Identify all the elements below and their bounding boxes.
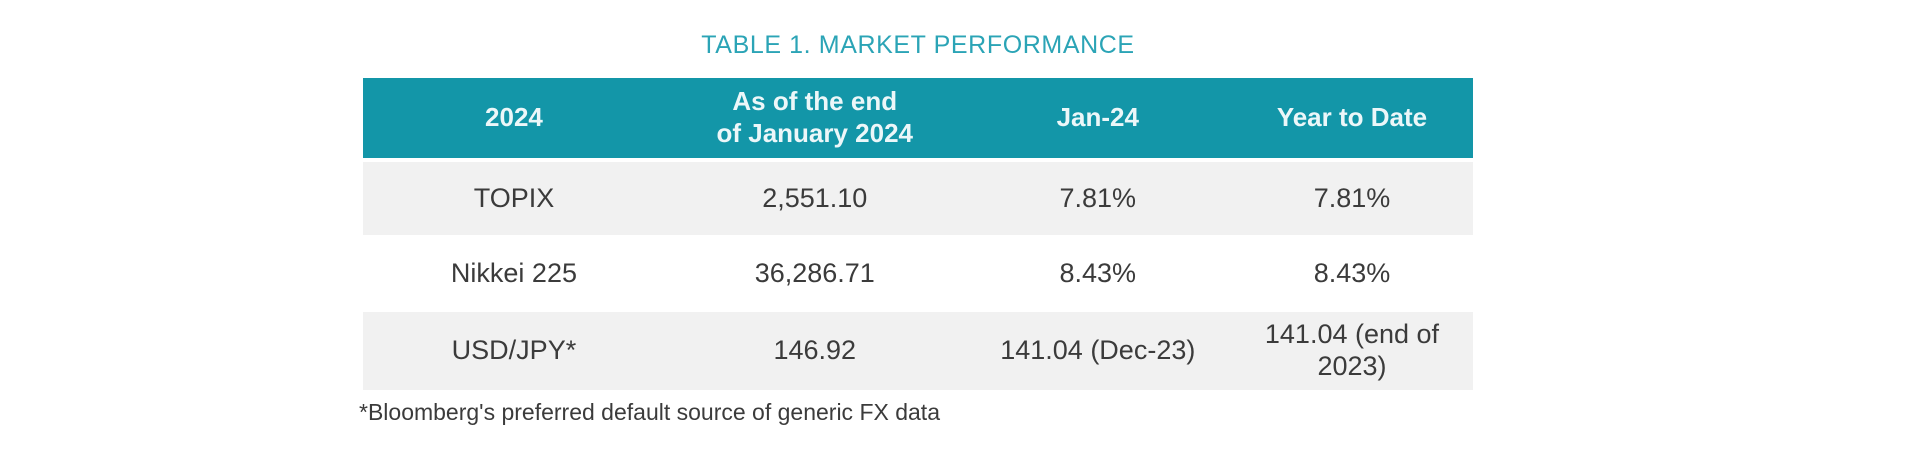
table-cell: 141.04 (Dec-23) [1000,335,1196,366]
table-cell: 7.81% [1059,182,1137,213]
row-label: USD/JPY* [451,335,577,366]
table-title: TABLE 1. MARKET PERFORMANCE [701,31,1135,59]
table-cell: 141.04 (end of 2023) [1264,319,1440,381]
column-header-jan-24: Jan-24 [1056,102,1139,133]
table-cell: 8.43% [1313,257,1391,288]
market-performance-table: 2024 As of the end of January 2024 Jan-2… [363,78,1473,390]
table-cell: 146.92 [773,335,857,366]
table-cell: 8.43% [1059,257,1137,288]
table-row-nikkei-225: Nikkei 225 36,286.71 8.43% 8.43% [363,235,1473,312]
row-label: Nikkei 225 [450,257,577,288]
row-label: TOPIX [473,182,555,213]
table-cell: 7.81% [1313,182,1391,213]
table-header-row: 2024 As of the end of January 2024 Jan-2… [363,78,1473,158]
table-cell: 2,551.10 [762,182,868,213]
table-row-usd-jpy: USD/JPY* 146.92 141.04 (Dec-23) 141.04 (… [363,312,1473,390]
table-row-topix: TOPIX 2,551.10 7.81% 7.81% [363,162,1473,235]
column-header-as-of: As of the end of January 2024 [716,86,914,148]
column-header-year-to-date: Year to Date [1276,102,1428,133]
table-cell: 36,286.71 [754,257,875,288]
column-header-year: 2024 [485,102,543,133]
footnote: *Bloomberg's preferred default source of… [359,399,940,425]
